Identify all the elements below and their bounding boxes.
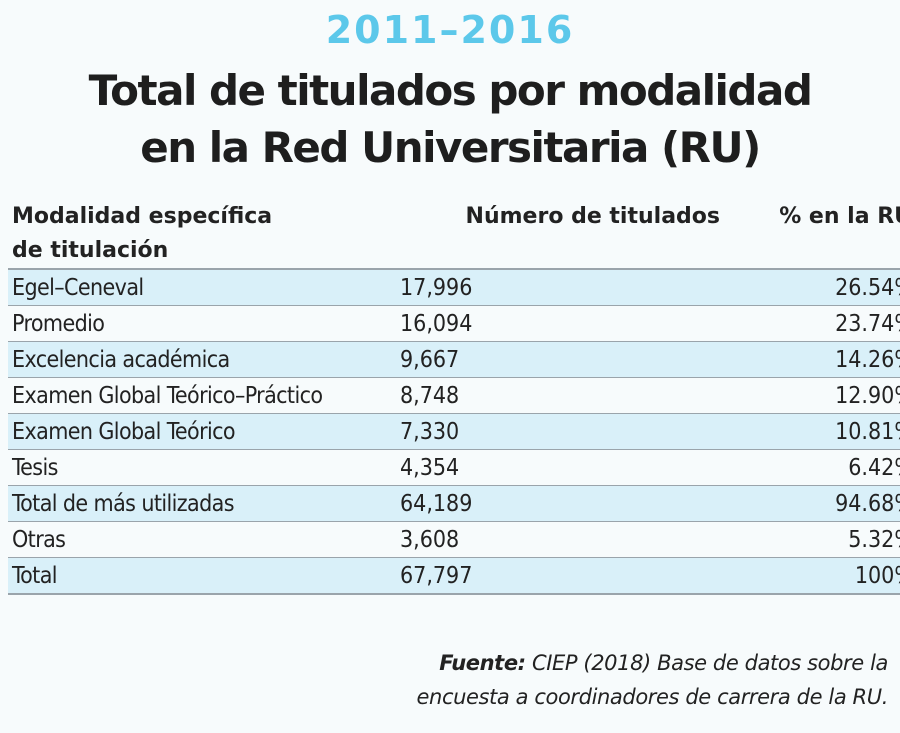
cell-numero: 9,667	[396, 341, 726, 378]
table-body: Egel–Ceneval17,99626.54%Promedio16,09423…	[8, 269, 900, 595]
source-text-1: CIEP (2018) Base de datos sobre la	[531, 651, 888, 675]
cell-modalidad: Examen Global Teórico	[8, 413, 396, 450]
column-header-modalidad-line-1: Modalidad específica	[12, 204, 273, 229]
table-row: Examen Global Teórico–Práctico 8,748 12.90…	[8, 377, 900, 414]
column-header-numero: Número de titulados	[396, 198, 726, 270]
cell-porcentaje: 100%	[726, 557, 900, 595]
cell-porcentaje: 12.90%	[726, 377, 900, 414]
title-line-1: Total de titulados por modalidad	[88, 66, 813, 115]
source-line-1: Fuente: CIEP (2018) Base de datos sobre …	[188, 646, 888, 680]
cell-porcentaje: 94.68%	[726, 485, 900, 522]
cell-numero: 17,996	[396, 269, 726, 306]
cell-modalidad: Total de más utilizadas	[8, 485, 396, 522]
source-note: Fuente: CIEP (2018) Base de datos sobre …	[188, 646, 889, 714]
column-header-porcentaje: % en la RU	[726, 198, 900, 270]
cell-porcentaje: 5.32%	[726, 521, 900, 558]
cell-modalidad: Total	[8, 557, 396, 595]
column-header-modalidad-line-2: de titulación	[12, 238, 169, 263]
cell-numero: 4,354	[396, 449, 726, 486]
cell-numero: 64,189	[396, 485, 726, 522]
cell-modalidad: Examen Global Teórico–Práctico	[8, 377, 396, 414]
cell-modalidad: Otras	[8, 521, 396, 558]
cell-porcentaje: 23.74%	[726, 305, 900, 342]
cell-numero: 16,094	[396, 305, 726, 342]
cell-numero: 8,748	[396, 377, 726, 414]
cell-numero: 67,797	[396, 557, 726, 595]
years-heading: 2011–2016	[325, 8, 575, 52]
cell-porcentaje: 14.26%	[726, 341, 900, 378]
cell-numero: 3,608	[396, 521, 726, 558]
cell-modalidad: Promedio	[8, 305, 396, 342]
cell-numero: 7,330	[396, 413, 726, 450]
cell-modalidad: Tesis	[8, 449, 396, 486]
title-line-2: en la Red Universitaria (RU)	[140, 123, 761, 172]
table-header-row: Modalidad específica de titulación Númer…	[8, 198, 900, 270]
cell-modalidad: Excelencia académica	[8, 341, 396, 378]
cell-modalidad: Egel–Ceneval	[8, 269, 396, 306]
page-title: Total de titulados por modalidad en la R…	[0, 62, 900, 176]
cell-porcentaje: 10.81%	[726, 413, 900, 450]
source-label: Fuente:	[439, 651, 526, 675]
titulados-table: Modalidad específica de titulación Númer…	[8, 198, 900, 595]
cell-porcentaje: 26.54%	[726, 269, 900, 306]
source-line-2: encuesta a coordinadores de carrera de l…	[416, 685, 889, 709]
cell-porcentaje: 6.42%	[726, 449, 900, 486]
column-header-modalidad: Modalidad específica de titulación	[8, 198, 396, 270]
